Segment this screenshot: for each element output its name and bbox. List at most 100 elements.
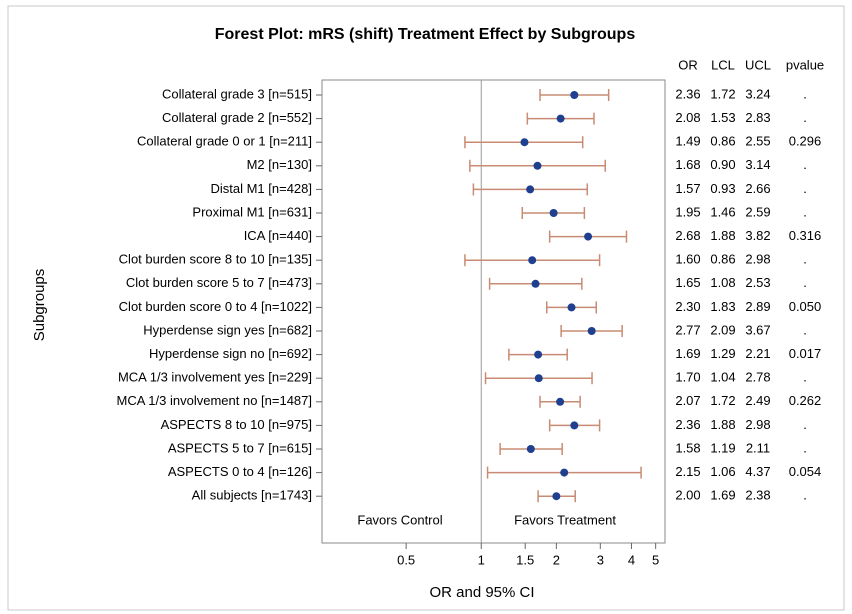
table-cell: . [803,275,807,290]
table-cell: 2.00 [675,488,700,503]
table-cell: 2.98 [745,417,770,432]
table-cell: 0.050 [789,299,822,314]
table-cell: 2.55 [745,134,770,149]
table-cell: 2.11 [746,440,770,455]
table-cell: . [803,440,807,455]
estimate-marker [528,256,537,265]
table-cell: . [803,322,807,337]
x-tick-label: 4 [628,552,635,567]
table-cell: 2.49 [745,393,770,408]
table-cell: 2.09 [710,322,735,337]
estimate-marker [534,374,543,383]
estimate-marker [567,303,576,312]
table-cell: 2.30 [675,299,700,314]
table-cell: 1.69 [675,346,700,361]
estimate-marker [520,138,529,147]
y-tick-label: ASPECTS 0 to 4 [n=126] [168,464,312,479]
estimate-marker [556,397,565,406]
table-cell: . [803,417,807,432]
table-cell: . [803,181,807,196]
y-tick-label: Clot burden score 5 to 7 [n=473] [126,275,312,290]
y-tick-label: MCA 1/3 involvement no [n=1487] [117,393,312,408]
table-cell: 2.36 [675,86,700,101]
table-cell: 1.08 [710,275,735,290]
table-cell: 2.21 [745,346,770,361]
table-cell: 1.95 [675,204,700,219]
estimate-marker [560,468,569,477]
table-cell: 1.72 [710,86,735,101]
frame [7,5,845,611]
x-tick-label: 2 [553,552,560,567]
table-cell: 1.72 [710,393,735,408]
x-tick-label: 3 [597,552,604,567]
x-tick-label: 5 [652,552,659,567]
estimate-marker [533,161,542,170]
table-cell: 1.06 [710,464,735,479]
x-tick-label: 1 [478,552,485,567]
plot-area [321,79,666,544]
y-tick-label: Hyperdense sign yes [n=682] [143,322,312,337]
estimate-marker [587,327,596,335]
table-cell: 1.70 [675,370,700,385]
table-cell: 0.054 [789,464,822,479]
table-cell: 4.37 [745,464,770,479]
table-cell: 1.69 [710,488,735,503]
x-axis-title: OR and 95% CI [429,584,534,601]
estimate-marker [526,445,535,453]
estimate-marker [549,209,558,217]
table-cell: 2.78 [745,370,770,385]
table-cell: 1.19 [710,440,735,455]
y-tick-label: Clot burden score 0 to 4 [n=1022] [119,299,312,314]
table-cell: 2.68 [675,228,700,243]
estimate-marker [526,185,535,194]
table-cell: 1.65 [675,275,700,290]
y-tick-label: M2 [n=130] [247,157,312,172]
table-cell: . [803,204,807,219]
column-header: LCL [711,57,735,72]
y-tick-label: Collateral grade 0 or 1 [n=211] [137,134,312,149]
y-tick-label: ASPECTS 5 to 7 [n=615] [168,440,312,455]
y-tick-label: ASPECTS 8 to 10 [n=975] [161,417,312,432]
table-cell: 0.86 [710,134,735,149]
table-cell: . [803,488,807,503]
table-cell: 1.88 [710,228,735,243]
table-cell: 2.36 [675,417,700,432]
table-cell: 2.53 [745,275,770,290]
estimate-marker [584,232,593,241]
table-cell: . [803,86,807,101]
table-cell: 0.316 [789,228,822,243]
y-tick-label: Distal M1 [n=428] [210,181,312,196]
table-cell: 2.38 [745,488,770,503]
table-cell: 3.14 [745,157,770,172]
table-cell: 0.86 [710,252,735,267]
table-cell: 1.68 [675,157,700,172]
estimate-marker [534,350,543,359]
table-cell: 2.77 [675,322,700,337]
y-tick-label: Hyperdense sign no [n=692] [149,346,312,361]
table-cell: 0.017 [789,346,822,361]
table-cell: 0.90 [710,157,735,172]
table-cell: 0.296 [789,134,822,149]
table-cell: 3.82 [745,228,770,243]
x-tick-label: 0.5 [397,552,415,567]
table-cell: 2.08 [675,110,700,125]
y-tick-label: Clot burden score 8 to 10 [n=135] [119,252,312,267]
table-cell: 0.93 [710,181,735,196]
y-tick-label: Collateral grade 2 [n=552] [162,110,312,125]
column-header: pvalue [786,57,824,72]
table-cell: 1.57 [675,181,700,196]
y-tick-label: All subjects [n=1743] [192,488,312,503]
table-cell: . [803,370,807,385]
y-tick-label: Proximal M1 [n=631] [192,204,312,219]
annotation: Favors Treatment [514,512,616,527]
x-tick-label: 1.5 [516,552,534,567]
table-cell: . [803,157,807,172]
table-cell: 3.67 [745,322,770,337]
table-cell: 3.24 [745,86,770,101]
table-cell: 0.262 [789,393,822,408]
table-cell: 2.98 [745,252,770,267]
table-cell: 2.89 [745,299,770,314]
table-cell: . [803,110,807,125]
table-cell: 1.58 [675,440,700,455]
